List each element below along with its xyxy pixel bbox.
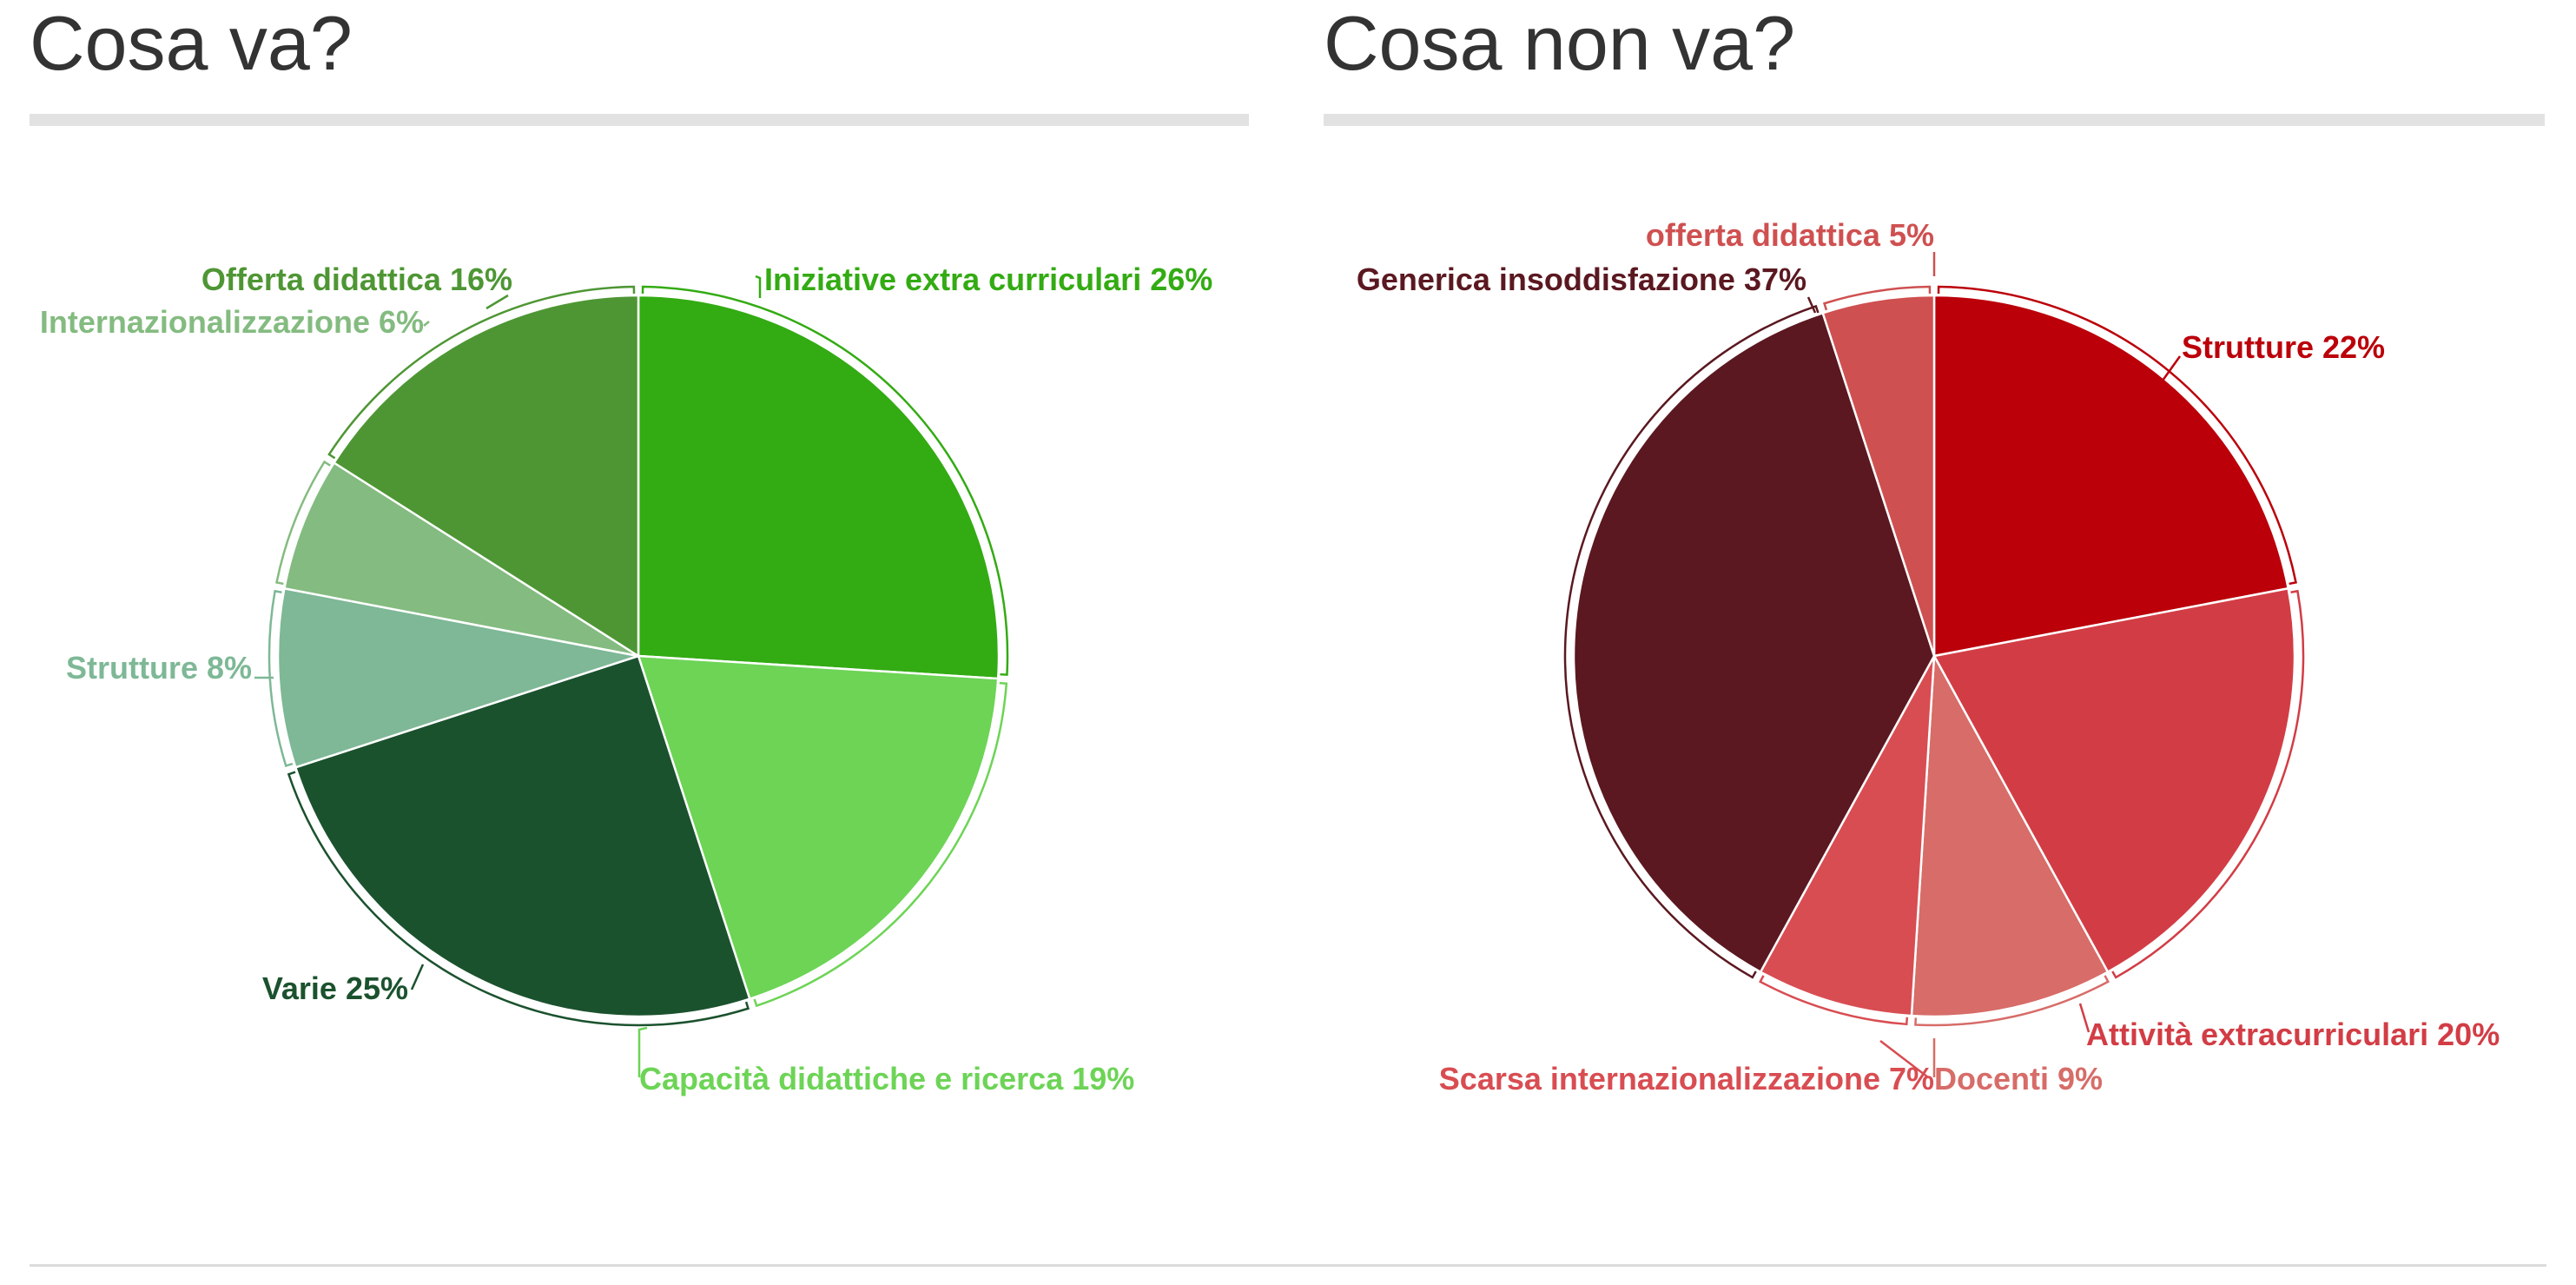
pie-slice-scarsa-internazionalizzazione-7: [1759, 655, 1936, 1017]
label-leader-iniziative-extra-curriculari-26: [755, 275, 762, 298]
pie-chart-left: Iniziative extra curriculari 26% Capacità…: [40, 262, 1212, 1096]
title-divider-left: [30, 114, 1249, 126]
slice-bracket-capacit-didattiche-e-ricerca-19: [753, 681, 1008, 1008]
pie-slice-varie-25: [294, 654, 751, 1018]
slice-label-docenti-9: Docenti 9%: [1934, 1061, 2103, 1096]
slice-bracket-scarsa-internazionalizzazione-7: [1759, 975, 1909, 1026]
slice-label-capacit-didattiche-e-ricerca-19: Capacità didattiche e ricerca 19%: [639, 1061, 1134, 1096]
label-leader-scarsa-internazionalizzazione-7: [1879, 1040, 1929, 1078]
slice-label-iniziative-extra-curriculari-26: Iniziative extra curriculari 26%: [764, 262, 1212, 297]
slice-label-varie-25: Varie 25%: [262, 970, 408, 1006]
title-divider-right: [1324, 114, 2545, 126]
pie-slice-attivit-extracurriculari-20: [1932, 586, 2296, 974]
slice-bracket-strutture-8: [268, 589, 294, 768]
slice-label-generica-insoddisfazione-37: Generica insoddisfazione 37%: [1357, 262, 1807, 297]
slice-bracket-docenti-9: [1914, 975, 2110, 1027]
pie-slice-offerta-didattica-16: [332, 294, 640, 659]
label-leader-attivit-extracurriculari-20: [2078, 1003, 2091, 1033]
slice-bracket-offerta-didattica-5: [1822, 285, 1932, 311]
slice-label-scarsa-internazionalizzazione-7: Scarsa internazionalizzazione 7%: [1439, 1061, 1934, 1096]
label-leader-varie-25: [410, 964, 425, 990]
label-leader-generica-insoddisfazione-37: [1807, 296, 1817, 314]
slice-label-strutture-22: Strutture 22%: [2182, 329, 2385, 365]
pie-slice-docenti-9: [1910, 652, 2110, 1018]
slice-bracket-offerta-didattica-16: [327, 285, 636, 460]
slice-bracket-varie-25: [287, 771, 750, 1027]
label-leader-capacit-didattiche-e-ricerca-19: [637, 1026, 648, 1077]
slice-bracket-generica-insoddisfazione-37: [1563, 304, 1820, 979]
label-leader-offerta-didattica-16: [485, 294, 509, 310]
pie-slice-strutture-8: [276, 586, 639, 769]
label-leader-strutture-22: [2161, 355, 2182, 381]
slice-bracket-internazionalizzazione-6: [275, 460, 331, 586]
panel-title-left: Cosa va?: [30, 0, 353, 86]
slice-label-strutture-8: Strutture 8%: [66, 650, 252, 686]
pie-slice-internazionalizzazione-6: [282, 460, 639, 658]
label-leader-internazionalizzazione-6: [423, 321, 430, 327]
bottom-divider: [30, 1264, 2546, 1267]
pie-slice-capacit-didattiche-e-ricerca-19: [637, 654, 1000, 1001]
panel-title-right: Cosa non va?: [1324, 0, 1796, 86]
slice-bracket-iniziative-extra-curriculari-26: [641, 285, 1009, 676]
slice-label-internazionalizzazione-6: Internazionalizzazione 6%: [40, 304, 424, 340]
pie-chart-right: Strutture 22% Attività extracurriculari 2…: [1357, 217, 2500, 1096]
slice-label-attivit-extracurriculari-20: Attività extracurriculari 20%: [2086, 1017, 2500, 1052]
slice-label-offerta-didattica-16: Offerta didattica 16%: [201, 262, 512, 297]
slice-bracket-attivit-extracurriculari-20: [2111, 589, 2305, 979]
pie-slice-offerta-didattica-5: [1821, 294, 1936, 657]
pie-slice-iniziative-extra-curriculari-26: [637, 294, 1001, 680]
pie-slice-generica-insoddisfazione-37: [1572, 311, 1936, 974]
slice-label-offerta-didattica-5: offerta didattica 5%: [1646, 217, 1934, 253]
